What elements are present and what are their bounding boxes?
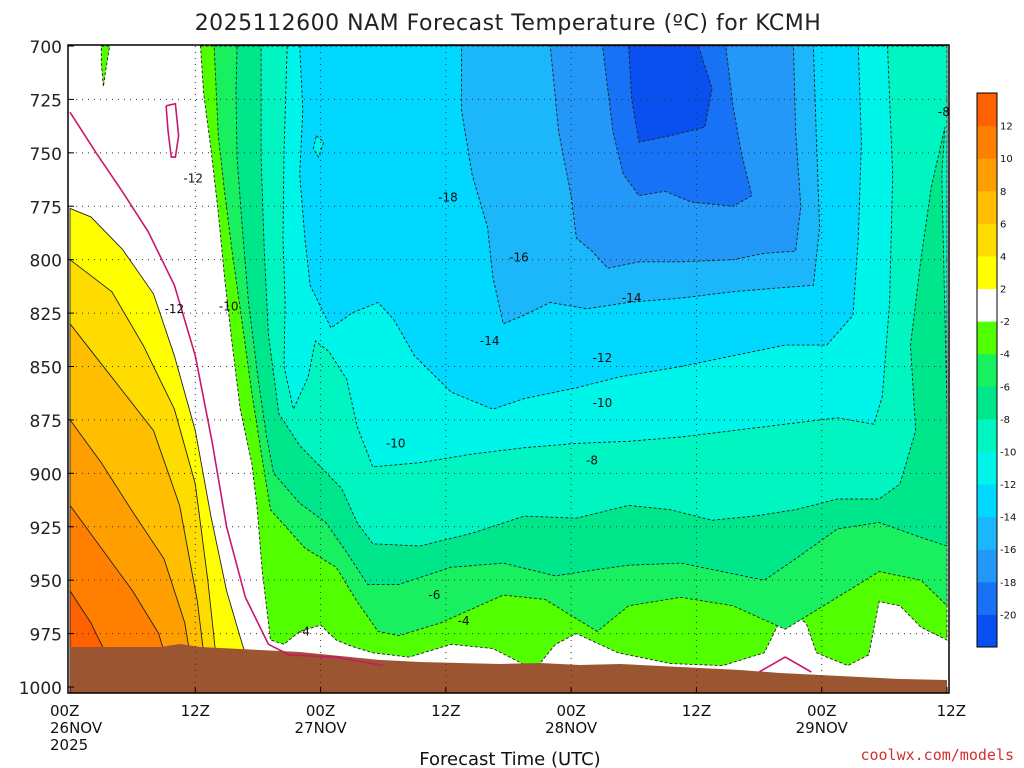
colorbar-label: -12 xyxy=(1000,480,1016,491)
colorbar-label: -10 xyxy=(1000,447,1016,458)
colorbar-swatch xyxy=(977,93,997,127)
y-tick-label: 775 xyxy=(30,198,62,218)
ground-terrain xyxy=(70,644,947,693)
y-tick-label: 850 xyxy=(30,359,62,379)
colorbar-swatch xyxy=(977,484,997,518)
colorbar-label: 4 xyxy=(1000,252,1006,263)
y-tick-label: 700 xyxy=(30,38,62,58)
region-pocket-cyan xyxy=(312,134,325,159)
region-band--22--20 xyxy=(628,45,713,143)
contour-label: -18 xyxy=(438,191,458,205)
y-tick-label: 950 xyxy=(30,572,62,592)
contour-label-layer: -12 -18 -8 -16 -14 -12 -10 -14 -12 -10 -10 -8 -6 -4 -4 xyxy=(165,105,950,638)
x-tick-label: 26NOV xyxy=(50,719,103,737)
x-tick-label: 28NOV xyxy=(545,719,598,737)
colorbar-swatch xyxy=(977,549,997,583)
colorbar-label: 2 xyxy=(1000,285,1006,296)
colorbar-label: -4 xyxy=(1000,350,1010,361)
colorbar-swatch xyxy=(977,190,997,224)
colorbar-label: 10 xyxy=(1000,154,1013,165)
colorbar-label: -16 xyxy=(1000,545,1016,556)
y-tick-label: 750 xyxy=(30,145,62,165)
line-0C-loop xyxy=(165,102,180,158)
colorbar-label: -20 xyxy=(1000,610,1016,621)
x-tick-label: 12Z xyxy=(682,702,711,720)
y-tick-label: 925 xyxy=(30,519,62,539)
colorbar-swatch xyxy=(977,158,997,192)
contour-label: -8 xyxy=(938,105,950,119)
colorbar-swatch xyxy=(977,353,997,387)
colorbar-label: -18 xyxy=(1000,578,1016,589)
y-tick-label: 900 xyxy=(30,465,62,485)
contour-label: -10 xyxy=(593,396,613,410)
colorbar-label: -6 xyxy=(1000,382,1010,393)
colorbar-label: 8 xyxy=(1000,187,1006,198)
colorbar-label: -14 xyxy=(1000,513,1016,524)
line-0C-upper xyxy=(69,111,384,667)
contour-label: -12 xyxy=(183,171,203,185)
temperature-colorbar: -20 -18 -16 -14 -12 -10 -8 -6 -4 -2 2 4 6 8 10 12 xyxy=(976,92,1016,648)
colorbar-frame xyxy=(976,92,998,648)
y-tick-label: 1000 xyxy=(19,679,62,699)
contour-label: -10 xyxy=(386,436,406,450)
colorbar-swatch xyxy=(977,125,997,159)
y-tick-label: 725 xyxy=(30,91,62,111)
contour-label: -14 xyxy=(622,291,642,305)
colorbar-swatch xyxy=(977,223,997,257)
credit-link[interactable]: coolwx.com/models xyxy=(860,746,1014,764)
x-tick-label: 12Z xyxy=(937,702,966,720)
y-axis-ticks: 700 725 750 775 800 825 850 875 900 925 950 975 1000 xyxy=(19,38,74,699)
x-axis-label: Forecast Time (UTC) xyxy=(419,749,600,768)
plot-frame xyxy=(67,44,950,694)
x-tick-label: 29NOV xyxy=(796,719,849,737)
x-tick-label: 2025 xyxy=(50,736,88,754)
contour-label: -4 xyxy=(298,624,310,638)
x-tick-label: 00Z xyxy=(556,702,585,720)
x-tick-label: 00Z xyxy=(807,702,836,720)
colorbar-swatch xyxy=(977,418,997,452)
freezing-isotherm-layer xyxy=(69,102,812,673)
y-tick-label: 825 xyxy=(30,305,62,325)
colorbar-swatch xyxy=(977,451,997,485)
line-0C-right xyxy=(758,656,812,673)
contour-label: -8 xyxy=(586,454,598,468)
y-tick-label: 875 xyxy=(30,412,62,432)
contour-label: -12 xyxy=(165,302,185,316)
contour-label: -4 xyxy=(458,614,470,628)
colorbar-swatch xyxy=(977,581,997,615)
x-tick-label: 12Z xyxy=(181,702,210,720)
contour-label: -6 xyxy=(428,588,440,602)
colorbar-swatch xyxy=(977,516,997,550)
colorbar-swatch xyxy=(977,321,997,355)
temperature-fill-layer xyxy=(69,45,948,688)
colorbar-swatch xyxy=(977,288,997,322)
contour-label: -10 xyxy=(219,300,239,314)
contour-label: -14 xyxy=(480,334,500,348)
x-tick-label: 00Z xyxy=(50,702,79,720)
grid-lines xyxy=(70,46,947,687)
colorbar-swatch xyxy=(977,386,997,420)
colorbar-label: 12 xyxy=(1000,122,1013,133)
y-tick-label: 800 xyxy=(30,252,62,272)
colorbar-swatch xyxy=(977,255,997,290)
colorbar-label: -2 xyxy=(1000,317,1010,328)
colorbar-label: -8 xyxy=(1000,415,1010,426)
x-tick-label: 12Z xyxy=(431,702,460,720)
region-band--4--2-left xyxy=(100,45,111,87)
ground-fill xyxy=(70,644,947,693)
x-tick-label: 00Z xyxy=(306,702,335,720)
y-tick-label: 975 xyxy=(30,626,62,646)
x-tick-label: 27NOV xyxy=(295,719,348,737)
colorbar-label: 6 xyxy=(1000,219,1006,230)
contour-label: -16 xyxy=(509,251,529,265)
contour-label: -12 xyxy=(593,351,613,365)
colorbar-swatch xyxy=(977,614,997,648)
chart-title: 2025112600 NAM Forecast Temperature (ºC)… xyxy=(195,11,822,36)
